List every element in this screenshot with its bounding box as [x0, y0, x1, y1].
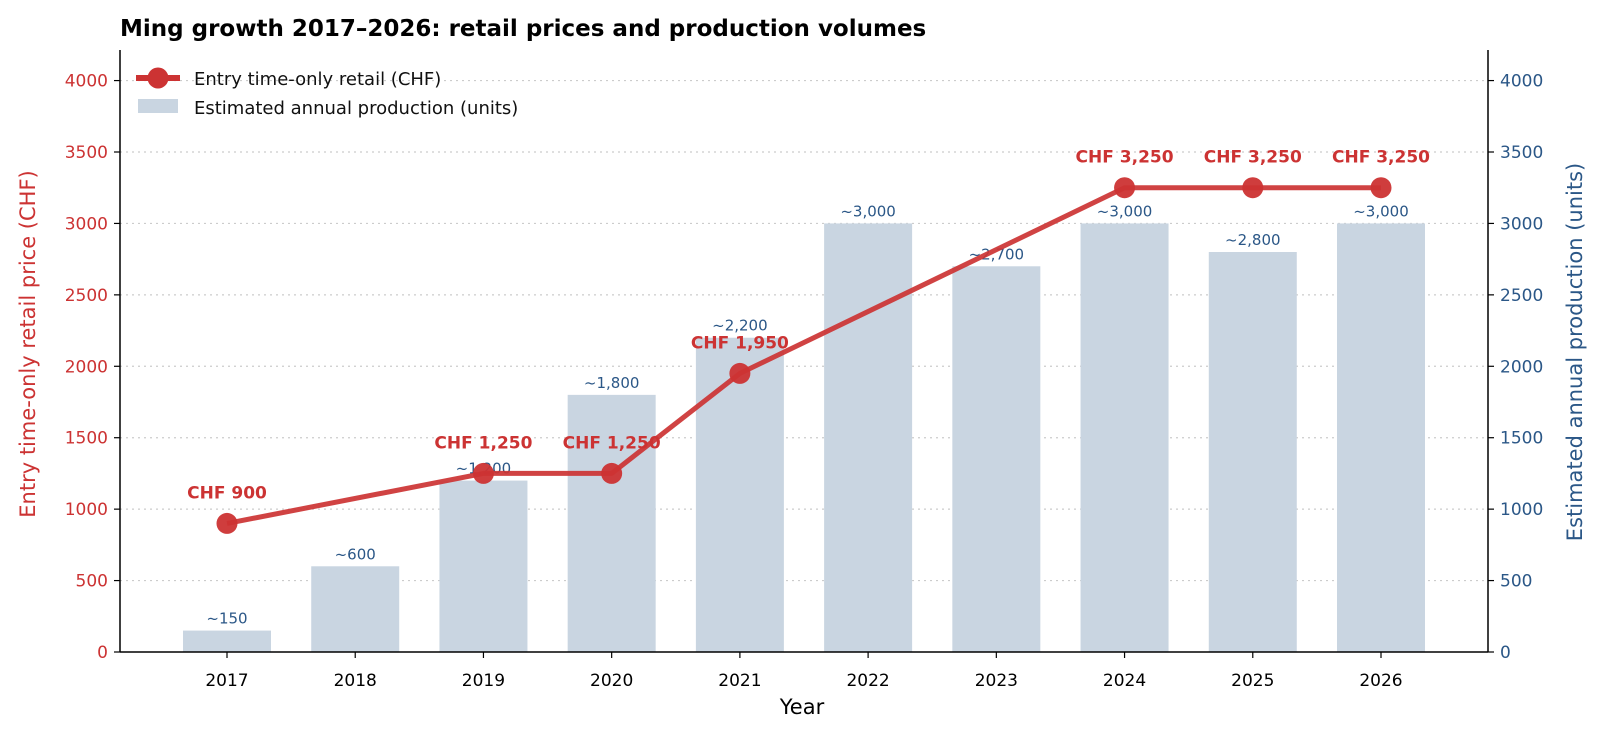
price-point-2017	[216, 512, 238, 534]
x-tick-label-2020: 2020	[590, 671, 633, 691]
price-label-2021: CHF 1,950	[691, 333, 789, 353]
price-label-2017: CHF 900	[187, 483, 267, 503]
price-point-2019	[472, 462, 494, 484]
production-label-2017: ~150	[206, 610, 247, 628]
ticks: 0 500 1000 1500 2000 2500 3000 3500 4000 0 500 1000…	[65, 72, 1544, 691]
production-label-2024: ~3,000	[1097, 202, 1153, 220]
y-left-tick-label: 3500	[65, 143, 108, 163]
price-labels: CHF 900 CHF 1,250 CHF 1,250 CHF 1,950 CHF 3,…	[187, 148, 1430, 504]
x-tick-label-2021: 2021	[718, 671, 761, 691]
y-axis-right-label: Estimated annual production (units)	[1563, 163, 1587, 541]
production-bar-2019	[439, 480, 528, 652]
axes	[119, 50, 1489, 653]
y-axis-left-label: Entry time-only retail price (CHF)	[16, 170, 40, 517]
y-right-tick-label: 2500	[1500, 286, 1543, 306]
price-point-2021	[729, 362, 751, 384]
price-label-2026: CHF 3,250	[1332, 148, 1430, 168]
production-bar-2018	[311, 566, 400, 652]
legend: Entry time-only retail (CHF) Estimated an…	[136, 67, 518, 119]
x-tick-label-2024: 2024	[1103, 671, 1146, 691]
y-left-tick-label: 2000	[65, 357, 108, 377]
price-point-2024	[1114, 177, 1136, 199]
legend-label-production: Estimated annual production (units)	[194, 98, 518, 119]
y-right-tick-label: 4000	[1500, 72, 1543, 92]
legend-bar-swatch	[138, 99, 178, 113]
production-label-2025: ~2,800	[1225, 231, 1281, 249]
legend-label-price: Entry time-only retail (CHF)	[194, 69, 441, 90]
price-point-2025	[1242, 177, 1264, 199]
production-bar-2017	[183, 630, 271, 652]
production-label-2021: ~2,200	[712, 317, 768, 335]
x-tick-label-2018: 2018	[334, 671, 377, 691]
price-label-2020: CHF 1,250	[563, 433, 661, 453]
y-left-tick-label: 4000	[65, 72, 108, 92]
x-tick-label-2022: 2022	[846, 671, 889, 691]
x-tick-label-2023: 2023	[975, 671, 1018, 691]
chart-title: Ming growth 2017–2026: retail prices and…	[120, 16, 926, 42]
price-point-2026	[1370, 177, 1392, 199]
y-left-tick-label: 2500	[65, 286, 108, 306]
production-bar-2024	[1080, 223, 1169, 652]
price-label-2024: CHF 3,250	[1076, 148, 1174, 168]
production-bar-2020	[567, 394, 656, 652]
price-point-2020	[601, 462, 623, 484]
production-bar-2022	[824, 223, 913, 652]
production-bars	[183, 223, 1425, 652]
price-label-2019: CHF 1,250	[434, 433, 532, 453]
y-right-tick-label: 0	[1500, 643, 1511, 663]
production-bar-2023	[952, 266, 1041, 652]
y-right-tick-label: 1500	[1500, 429, 1543, 449]
price-line-path	[226, 185, 1381, 526]
y-right-tick-label: 1000	[1500, 500, 1543, 520]
x-tick-label-2017: 2017	[205, 671, 248, 691]
production-label-2022: ~3,000	[840, 202, 896, 220]
production-label-2026: ~3,000	[1353, 202, 1409, 220]
x-tick-label-2025: 2025	[1231, 671, 1274, 691]
price-line	[216, 177, 1392, 534]
production-bar-2025	[1208, 252, 1297, 652]
y-left-tick-label: 1500	[65, 429, 108, 449]
y-right-tick-label: 2000	[1500, 357, 1543, 377]
y-left-tick-label: 500	[76, 572, 108, 592]
legend-line-marker	[147, 67, 169, 89]
x-tick-label-2019: 2019	[462, 671, 505, 691]
production-bar-2021	[695, 337, 784, 652]
grid	[120, 79, 1488, 582]
y-right-tick-label: 3500	[1500, 143, 1543, 163]
production-bar-2026	[1337, 223, 1425, 652]
production-bar-labels: ~150~600~1,200~1,800~2,200~3,000~2,700~3…	[206, 202, 1408, 627]
price-label-2025: CHF 3,250	[1204, 148, 1302, 168]
x-axis-label: Year	[779, 695, 825, 719]
y-left-tick-label: 3000	[65, 214, 108, 234]
y-left-tick-label: 0	[97, 643, 108, 663]
production-label-2018: ~600	[335, 545, 376, 563]
y-right-tick-label: 3000	[1500, 214, 1543, 234]
production-label-2020: ~1,800	[584, 374, 640, 392]
x-tick-label-2026: 2026	[1359, 671, 1402, 691]
y-right-tick-label: 500	[1500, 572, 1532, 592]
y-left-tick-label: 1000	[65, 500, 108, 520]
